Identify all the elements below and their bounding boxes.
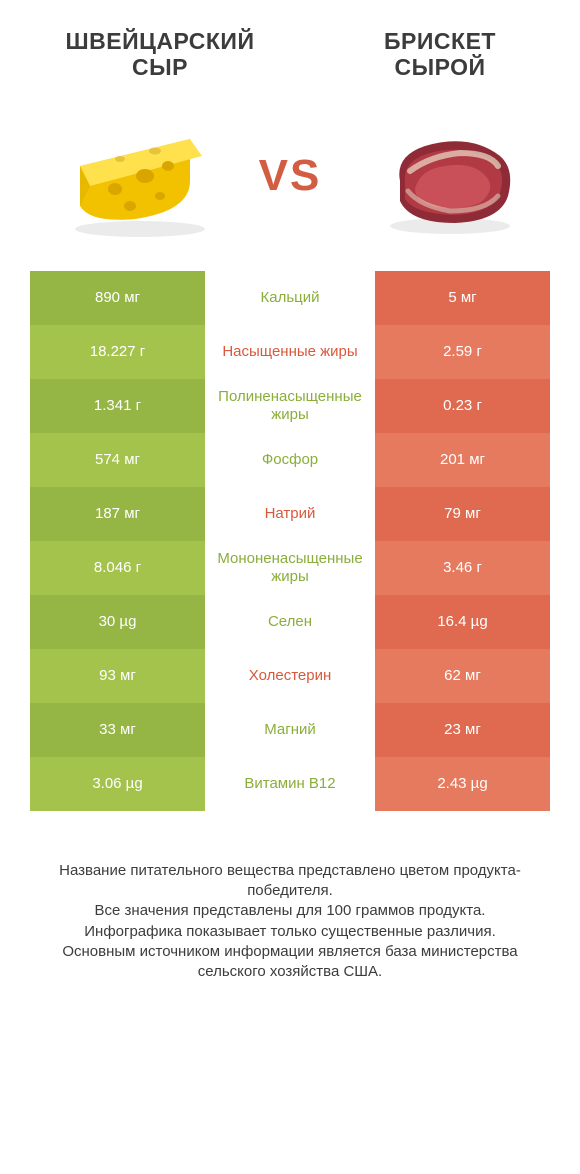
nutrient-label: Натрий	[205, 487, 375, 541]
value-left: 3.06 µg	[30, 757, 205, 811]
value-left: 30 µg	[30, 595, 205, 649]
value-left: 1.341 г	[30, 379, 205, 433]
product-right-title-line2: СЫРОЙ	[340, 54, 540, 80]
value-left: 8.046 г	[30, 541, 205, 595]
table-row: 574 мгФосфор201 мг	[30, 433, 550, 487]
nutrient-label: Фосфор	[205, 433, 375, 487]
value-right: 3.46 г	[375, 541, 550, 595]
footer-line-4: Основным источником информации является …	[30, 942, 550, 983]
hero-row: VS	[0, 91, 580, 271]
value-right: 79 мг	[375, 487, 550, 541]
table-row: 3.06 µgВитамин B122.43 µg	[30, 757, 550, 811]
value-right: 0.23 г	[375, 379, 550, 433]
table-row: 93 мгХолестерин62 мг	[30, 649, 550, 703]
table-row: 1.341 гПолиненасыщенные жиры0.23 г	[30, 379, 550, 433]
value-right: 5 мг	[375, 271, 550, 325]
product-left-title-line1: ШВЕЙЦАРСКИЙ	[40, 28, 280, 54]
value-left: 18.227 г	[30, 325, 205, 379]
value-right: 2.43 µg	[375, 757, 550, 811]
product-right-title: БРИСКЕТ СЫРОЙ	[340, 28, 540, 81]
value-left: 33 мг	[30, 703, 205, 757]
nutrient-label: Насыщенные жиры	[205, 325, 375, 379]
nutrient-table: 890 мгКальций5 мг18.227 гНасыщенные жиры…	[30, 271, 550, 811]
value-right: 201 мг	[375, 433, 550, 487]
product-left-title-line2: СЫР	[40, 54, 280, 80]
comparison-header: ШВЕЙЦАРСКИЙ СЫР БРИСКЕТ СЫРОЙ	[0, 0, 580, 91]
table-row: 8.046 гМононенасыщенные жиры3.46 г	[30, 541, 550, 595]
table-row: 890 мгКальций5 мг	[30, 271, 550, 325]
value-right: 23 мг	[375, 703, 550, 757]
nutrient-label: Магний	[205, 703, 375, 757]
cheese-icon	[50, 111, 220, 241]
nutrient-label: Витамин B12	[205, 757, 375, 811]
table-row: 18.227 гНасыщенные жиры2.59 г	[30, 325, 550, 379]
value-right: 2.59 г	[375, 325, 550, 379]
nutrient-label: Кальций	[205, 271, 375, 325]
nutrient-label: Мононенасыщенные жиры	[205, 541, 375, 595]
footer-line-2: Все значения представлены для 100 граммо…	[30, 901, 550, 921]
nutrient-label: Холестерин	[205, 649, 375, 703]
value-left: 574 мг	[30, 433, 205, 487]
footer-notes: Название питательного вещества представл…	[30, 861, 550, 983]
value-right: 62 мг	[375, 649, 550, 703]
nutrient-label: Полиненасыщенные жиры	[205, 379, 375, 433]
product-left-title: ШВЕЙЦАРСКИЙ СЫР	[40, 28, 280, 81]
nutrient-label: Селен	[205, 595, 375, 649]
footer-line-1: Название питательного вещества представл…	[30, 861, 550, 902]
meat-icon	[360, 111, 530, 241]
value-left: 187 мг	[30, 487, 205, 541]
product-right-title-line1: БРИСКЕТ	[340, 28, 540, 54]
footer-line-3: Инфографика показывает только существенн…	[30, 922, 550, 942]
value-left: 93 мг	[30, 649, 205, 703]
table-row: 187 мгНатрий79 мг	[30, 487, 550, 541]
table-row: 30 µgСелен16.4 µg	[30, 595, 550, 649]
vs-label: VS	[259, 151, 322, 201]
value-left: 890 мг	[30, 271, 205, 325]
table-row: 33 мгМагний23 мг	[30, 703, 550, 757]
value-right: 16.4 µg	[375, 595, 550, 649]
